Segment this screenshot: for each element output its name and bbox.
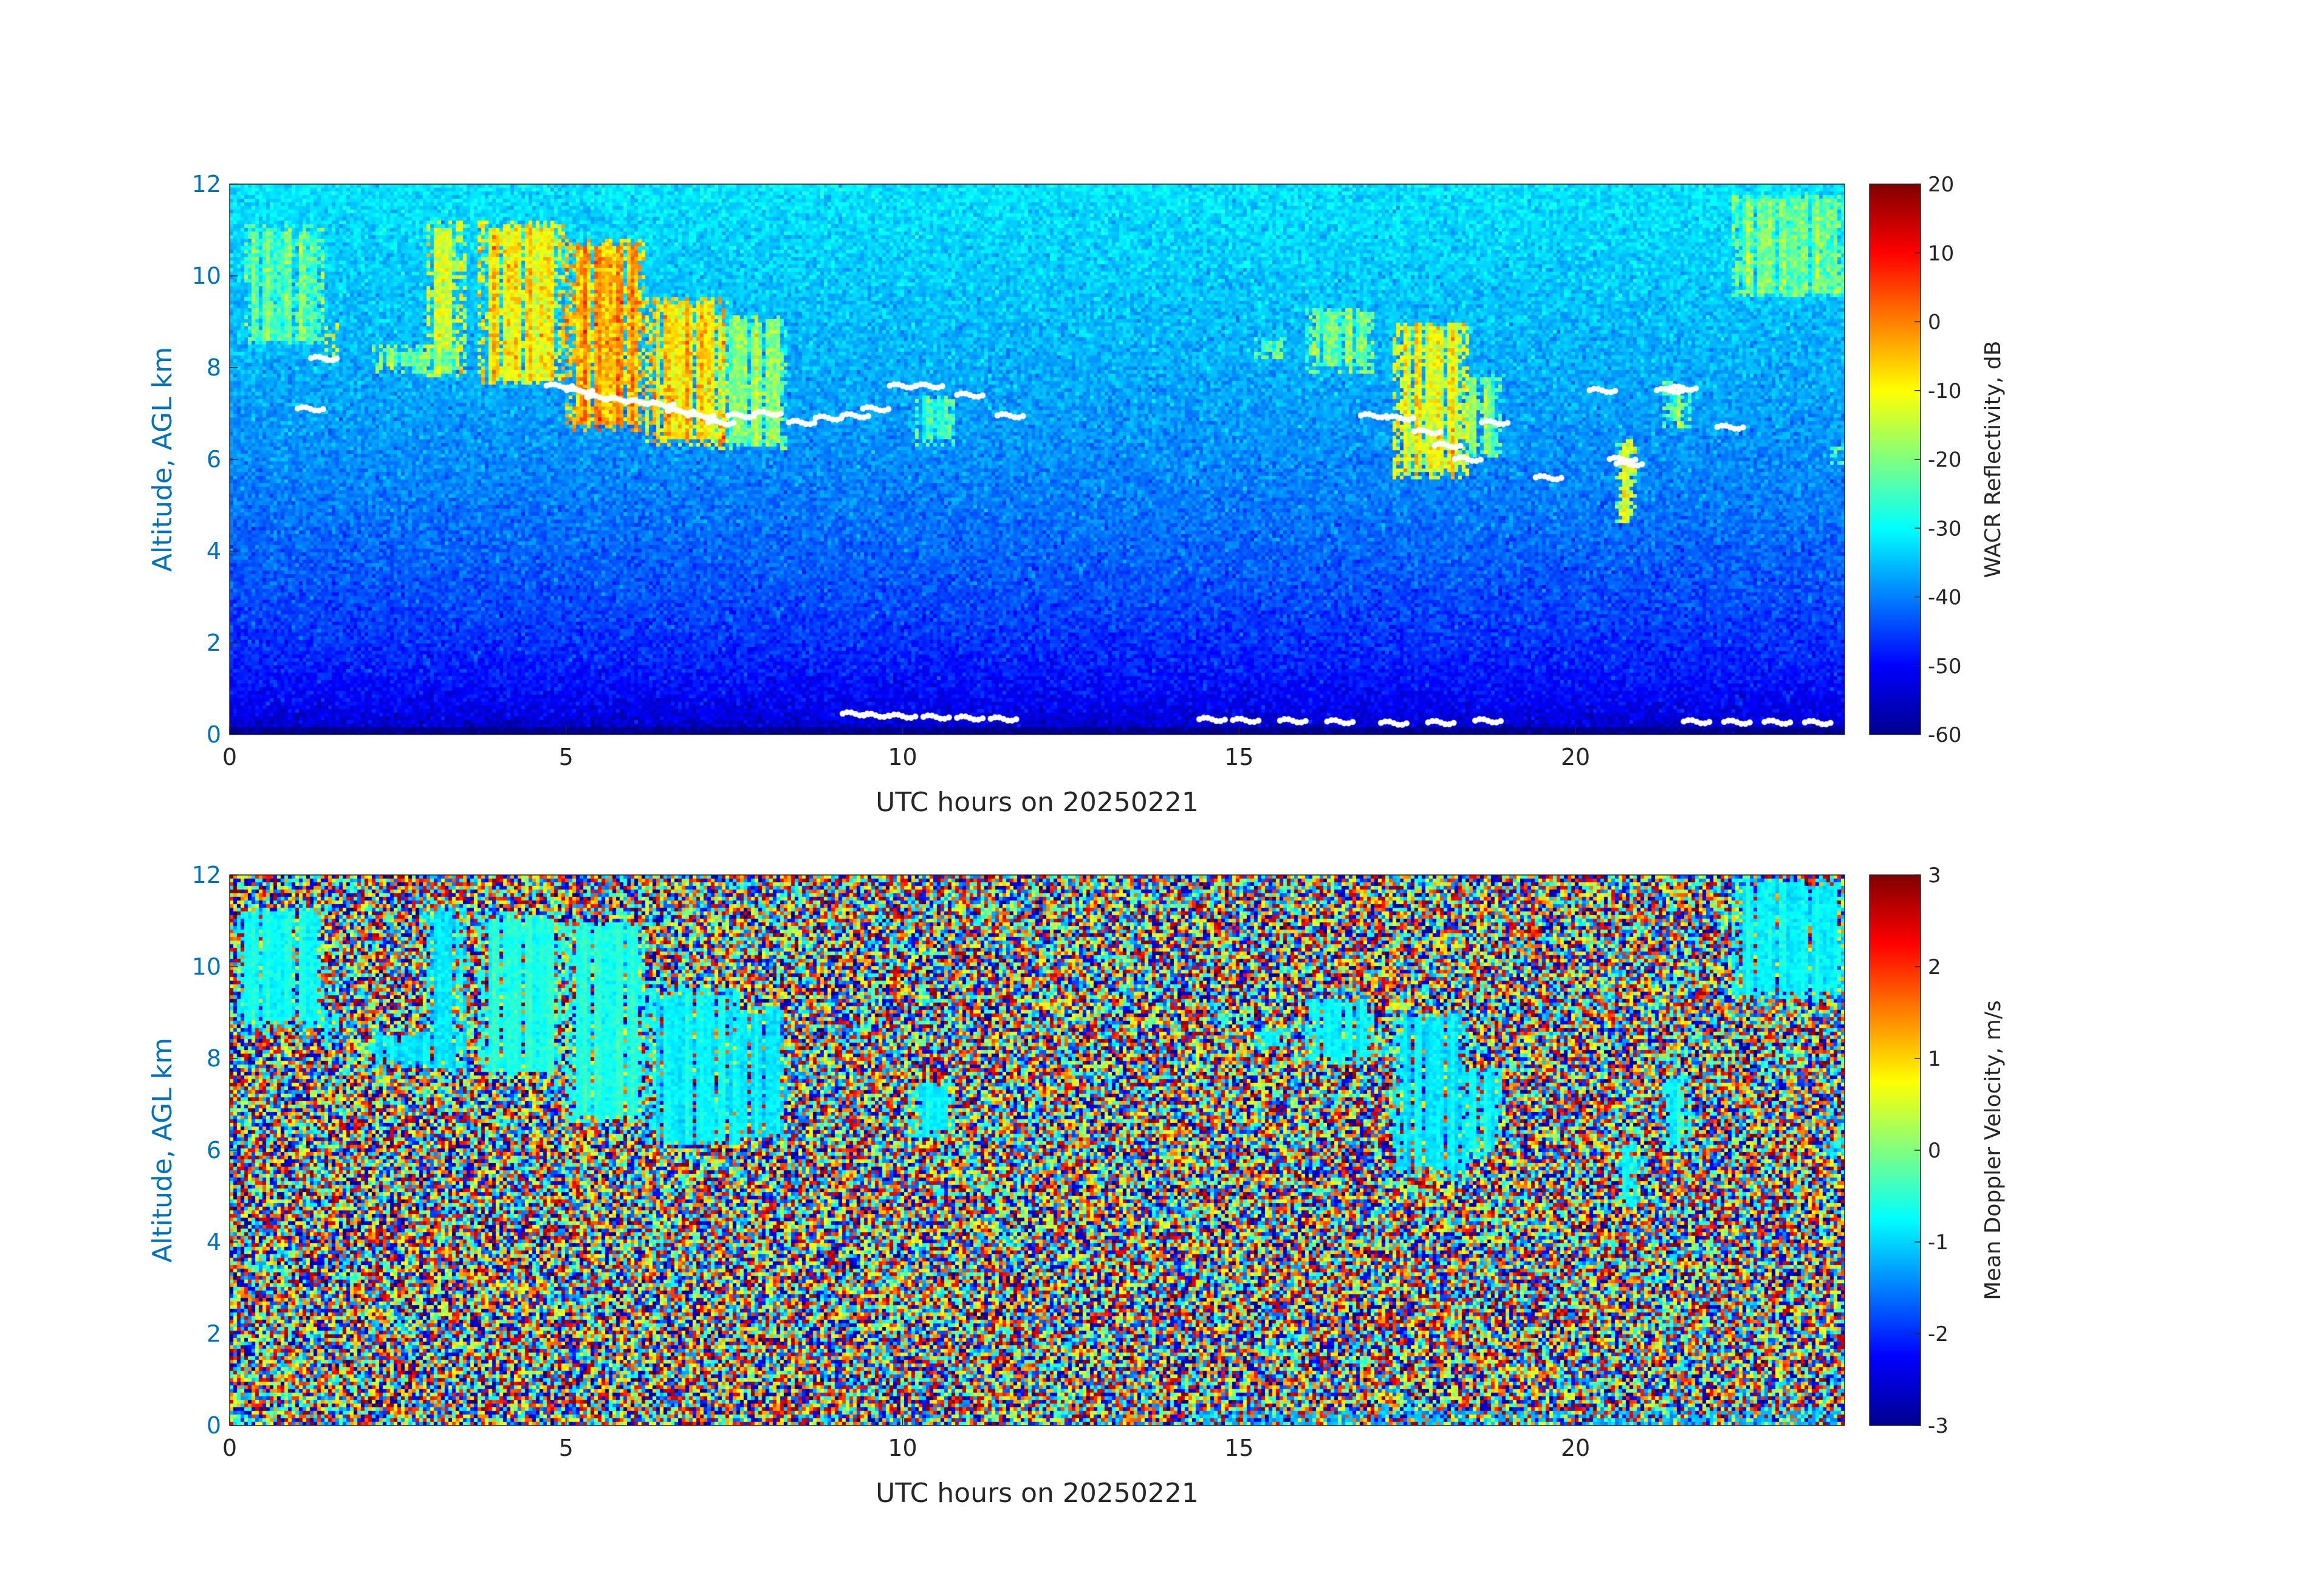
- doppler-colorbar-tick-label: 1: [1928, 1047, 1941, 1071]
- reflectivity-y-tick-label: 0: [207, 721, 221, 748]
- reflectivity-colorbar-tick-label: -60: [1928, 723, 1962, 747]
- doppler-x-tick-label: 20: [1561, 1435, 1590, 1461]
- reflectivity-panel: 0 5 10 15 20 0 2 4 6 8 10 12 UTC hours on 20250221…: [147, 171, 2006, 818]
- reflectivity-colorbar-tick-label: -20: [1928, 448, 1962, 472]
- reflectivity-y-tick-label: 12: [192, 171, 221, 197]
- doppler-x-tick-label: 0: [222, 1435, 237, 1461]
- doppler-colorbar-label: Mean Doppler Velocity, m/s: [1981, 1000, 2006, 1300]
- doppler-x-axis-label: UTC hours on 20250221: [876, 1478, 1199, 1509]
- reflectivity-colorbar-tick-label: 20: [1928, 173, 1954, 197]
- doppler-x-tick-label: 5: [559, 1435, 574, 1461]
- doppler-y-tick-label: 6: [207, 1137, 221, 1164]
- reflectivity-y-tick-label: 8: [207, 354, 221, 381]
- reflectivity-x-ticks: 0 5 10 15 20: [222, 726, 1590, 770]
- reflectivity-colorbar-ticks: 20 10 0 -10 -20 -30 -40 -50 -60: [1914, 173, 1962, 747]
- doppler-y-tick-label: 12: [192, 862, 221, 888]
- doppler-x-tick-label: 10: [888, 1435, 917, 1461]
- doppler-colorbar-tick-label: -2: [1928, 1322, 1949, 1346]
- reflectivity-x-tick-label: 5: [559, 744, 574, 770]
- reflectivity-colorbar-tick-label: -10: [1928, 379, 1962, 403]
- reflectivity-colorbar-tick-label: -40: [1928, 586, 1962, 610]
- reflectivity-x-tick-label: 20: [1561, 744, 1590, 770]
- reflectivity-y-tick-label: 10: [192, 262, 221, 289]
- doppler-colorbar-ticks: 3 2 1 0 -1 -2 -3: [1914, 863, 1949, 1438]
- reflectivity-colorbar-tick-label: -50: [1928, 654, 1962, 679]
- reflectivity-colorbar-tick-label: 0: [1928, 310, 1941, 335]
- reflectivity-x-axis-label: UTC hours on 20250221: [876, 787, 1199, 818]
- reflectivity-colorbar-tick-label: 10: [1928, 241, 1954, 266]
- reflectivity-x-tick-label: 0: [222, 744, 237, 770]
- reflectivity-colorbar: [1870, 184, 1921, 735]
- doppler-y-tick-label: 10: [192, 953, 221, 980]
- doppler-x-ticks: 0 5 10 15 20: [222, 1417, 1590, 1461]
- reflectivity-x-tick-label: 10: [888, 744, 917, 770]
- reflectivity-colorbar-tick-label: -30: [1928, 516, 1962, 541]
- doppler-colorbar-tick-label: 0: [1928, 1139, 1941, 1163]
- reflectivity-heatmap: [230, 184, 1845, 735]
- doppler-colorbar-tick-label: 3: [1928, 863, 1941, 888]
- doppler-colorbar-tick-label: -1: [1928, 1230, 1949, 1255]
- doppler-y-tick-label: 4: [207, 1229, 221, 1255]
- reflectivity-x-tick-label: 15: [1224, 744, 1253, 770]
- reflectivity-y-tick-label: 2: [207, 629, 221, 656]
- doppler-x-tick-label: 15: [1224, 1435, 1253, 1461]
- doppler-y-tick-label: 8: [207, 1045, 221, 1072]
- doppler-y-tick-label: 0: [207, 1412, 221, 1439]
- doppler-heatmap: [230, 875, 1845, 1425]
- reflectivity-y-ticks: 0 2 4 6 8 10 12: [192, 171, 238, 748]
- doppler-y-axis-label: Altitude, AGL km: [147, 1038, 178, 1263]
- doppler-colorbar-tick-label: 2: [1928, 955, 1941, 979]
- reflectivity-y-axis-label: Altitude, AGL km: [147, 347, 178, 572]
- doppler-colorbar-tick-label: -3: [1928, 1414, 1949, 1438]
- doppler-y-ticks: 0 2 4 6 8 10 12: [192, 862, 238, 1439]
- reflectivity-y-tick-label: 4: [207, 538, 221, 564]
- doppler-colorbar: [1870, 875, 1921, 1425]
- reflectivity-y-tick-label: 6: [207, 446, 221, 473]
- reflectivity-colorbar-label: WACR Reflectivity, dB: [1981, 341, 2006, 578]
- doppler-y-tick-label: 2: [207, 1320, 221, 1347]
